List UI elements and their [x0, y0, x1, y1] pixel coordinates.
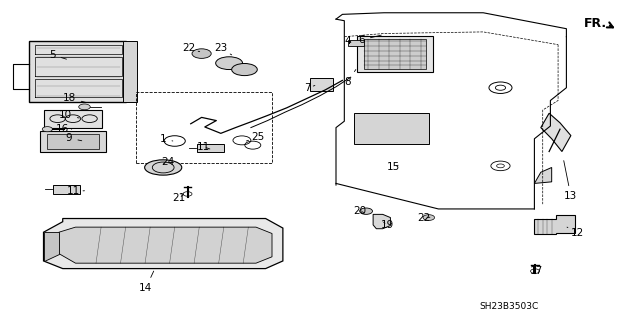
Text: 7: 7	[304, 83, 315, 93]
Text: 11: 11	[67, 186, 84, 197]
Text: 13: 13	[564, 161, 577, 201]
Bar	[44, 110, 102, 128]
Text: 11: 11	[197, 142, 210, 152]
Text: 6: 6	[358, 35, 381, 45]
Text: 1: 1	[160, 134, 173, 144]
Text: SH23B3503C: SH23B3503C	[479, 302, 538, 311]
Text: 16: 16	[56, 123, 72, 134]
Circle shape	[360, 208, 372, 214]
Bar	[357, 36, 433, 72]
Polygon shape	[534, 167, 552, 183]
Bar	[364, 39, 426, 69]
Bar	[348, 40, 364, 46]
Bar	[123, 41, 137, 102]
Bar	[29, 41, 126, 102]
Polygon shape	[534, 215, 575, 234]
Text: 18: 18	[63, 93, 86, 103]
Ellipse shape	[232, 63, 257, 76]
Text: 17: 17	[530, 266, 543, 276]
Circle shape	[192, 49, 211, 58]
Ellipse shape	[216, 57, 243, 70]
Circle shape	[42, 127, 52, 132]
Polygon shape	[44, 219, 283, 269]
Text: 9: 9	[66, 133, 82, 143]
Text: 25: 25	[246, 132, 264, 142]
Text: 10: 10	[59, 110, 79, 120]
Text: 14: 14	[140, 271, 154, 293]
Text: 12: 12	[567, 227, 584, 238]
Text: 19: 19	[381, 220, 394, 230]
Text: 24: 24	[161, 157, 174, 167]
Bar	[197, 144, 224, 152]
Bar	[310, 78, 333, 91]
Bar	[47, 134, 99, 149]
Text: 22: 22	[182, 43, 200, 54]
Bar	[40, 131, 106, 152]
Polygon shape	[541, 113, 571, 152]
Text: 20: 20	[353, 205, 366, 216]
Polygon shape	[373, 214, 390, 229]
Polygon shape	[59, 227, 272, 263]
Circle shape	[423, 215, 435, 220]
Text: 22: 22	[418, 213, 431, 223]
Text: 23: 23	[214, 43, 232, 55]
Text: FR.: FR.	[584, 18, 607, 30]
Text: 5: 5	[49, 50, 67, 60]
Text: 4: 4	[344, 36, 351, 46]
Text: 15: 15	[387, 161, 400, 172]
Circle shape	[79, 104, 90, 110]
Bar	[53, 185, 80, 194]
Text: 8: 8	[344, 70, 356, 87]
Ellipse shape	[145, 160, 182, 175]
Bar	[354, 113, 429, 144]
Polygon shape	[44, 232, 59, 261]
Text: 21: 21	[173, 193, 186, 204]
Bar	[136, 92, 272, 163]
